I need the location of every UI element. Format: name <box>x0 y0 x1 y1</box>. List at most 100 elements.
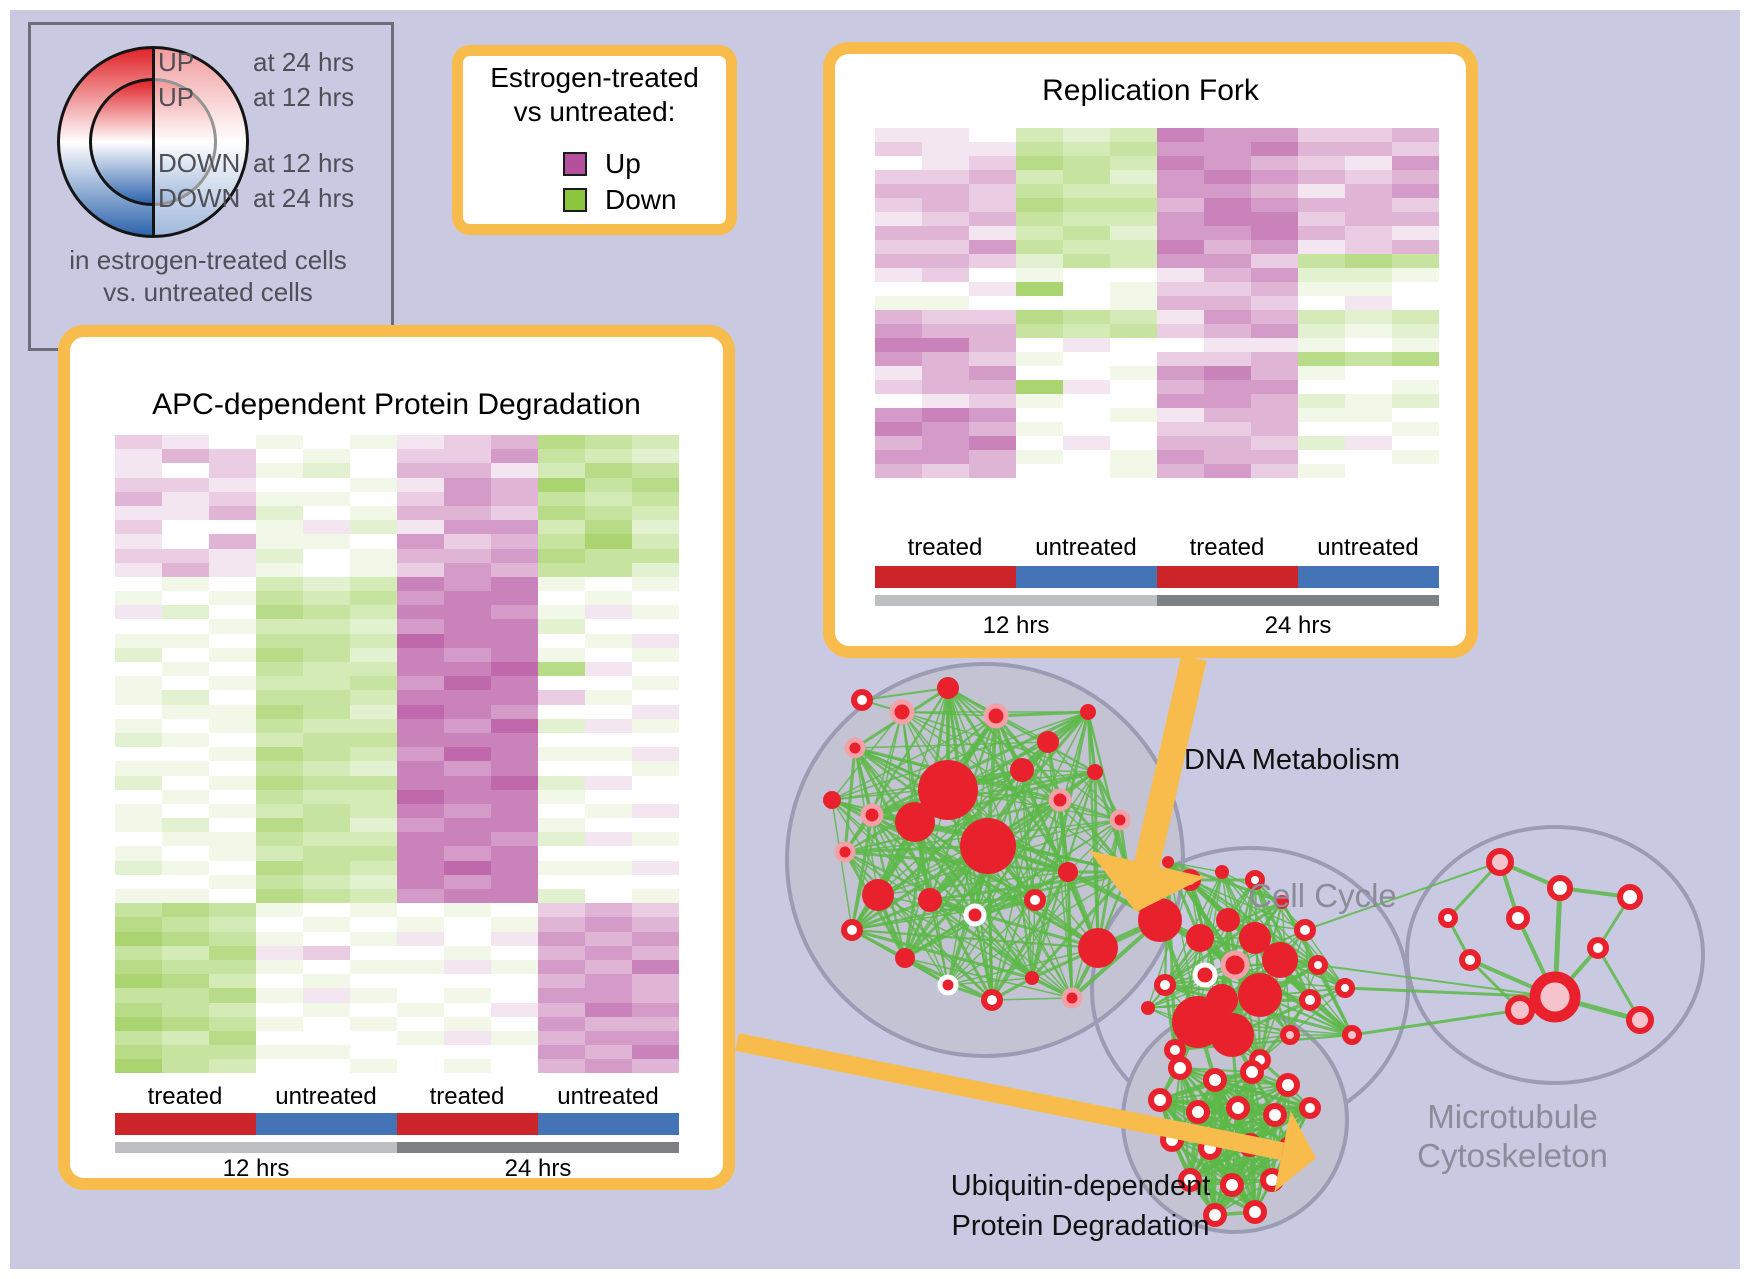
heatmap-row <box>115 789 679 804</box>
legend-up12-time: at 12 hrs <box>253 82 355 112</box>
legend-up24-dir: UP <box>158 47 195 77</box>
heatmap-row <box>875 324 1439 338</box>
apc-group-label-1: treated <box>147 1083 223 1110</box>
apc-untreated-bar-24 <box>538 1113 679 1135</box>
rf-group-label-3: treated <box>1189 534 1265 561</box>
rf-group-label-2: untreated <box>1035 534 1137 561</box>
heatmap-row <box>115 633 679 648</box>
heatmap-row <box>115 903 679 918</box>
heatmap-row <box>875 352 1439 366</box>
heatmap-row <box>875 408 1439 422</box>
apc-group-label-2: untreated <box>275 1083 377 1110</box>
apc-treated-bar-12 <box>115 1113 256 1135</box>
rf-untreated-bar-24 <box>1298 566 1439 588</box>
heatmap-row <box>875 338 1439 352</box>
heatmap-row <box>115 1002 679 1017</box>
ubiquitin-label-line1: Ubiquitin-dependent <box>950 1170 1211 1202</box>
cell-cycle-label: Cell Cycle <box>1248 877 1397 914</box>
legend-up24-time: at 24 hrs <box>253 47 355 77</box>
replication-fork-title: Replication Fork <box>1042 74 1259 107</box>
heatmap-row <box>875 394 1439 408</box>
legend-caption-line1: in estrogen-treated cells <box>69 245 347 275</box>
up-color-swatch <box>563 152 587 176</box>
heatmap-row <box>115 562 679 577</box>
heatmap-row <box>875 156 1439 170</box>
heatmap-row <box>875 184 1439 198</box>
rf-treated-bar-12 <box>875 566 1016 588</box>
heatmap-row <box>115 860 679 875</box>
heatmap-row <box>875 268 1439 282</box>
apc-12hrs-label: 12 hrs <box>222 1155 290 1182</box>
heatmap-row <box>115 605 679 620</box>
dna-metabolism-label: DNA Metabolism <box>1184 744 1400 776</box>
legend-down24-dir: DOWN <box>158 183 241 213</box>
down-color-swatch <box>563 188 587 212</box>
rf-treated-bar-24 <box>1157 566 1298 588</box>
apc-untreated-bar-12 <box>256 1113 397 1135</box>
heatmap-row <box>875 212 1439 226</box>
heatmap-row <box>115 690 679 705</box>
ubiquitin-label-line2: Protein Degradation <box>951 1210 1210 1242</box>
heatmap-row <box>115 846 679 861</box>
heatmap-row <box>875 436 1439 450</box>
heatmap-row <box>115 761 679 776</box>
heatmap-row <box>875 254 1439 268</box>
heatmap-row <box>115 959 679 975</box>
up-label: Up <box>605 148 641 179</box>
apc-heatmap <box>115 435 679 1074</box>
heatmap-row <box>115 505 679 521</box>
heatmap-row <box>115 548 679 563</box>
legend-down24-time: at 24 hrs <box>253 183 355 213</box>
down-label: Down <box>605 184 677 215</box>
heatmap-row <box>115 832 679 847</box>
apc-treated-bar-24 <box>397 1113 538 1135</box>
heatmap-row <box>115 435 679 450</box>
heatmap-row <box>875 310 1439 324</box>
heatmap-row <box>875 240 1439 254</box>
heatmap-row <box>115 576 679 592</box>
rf-24hrs-bar <box>1157 595 1439 606</box>
heatmap-row <box>875 282 1439 296</box>
estrogen-legend-box <box>452 45 737 235</box>
heatmap-row <box>875 464 1439 478</box>
microtubule-label-line1: Microtubule <box>1427 1098 1598 1135</box>
heatmap-row <box>875 198 1439 212</box>
heatmap-row <box>115 534 679 549</box>
heatmap-row <box>875 450 1439 464</box>
heatmap-row <box>115 491 679 506</box>
estrogen-legend-title-line1: Estrogen-treated <box>490 62 699 93</box>
heatmap-row <box>115 718 679 733</box>
heatmap-row <box>115 732 679 748</box>
rf-untreated-bar-12 <box>1016 566 1157 588</box>
heatmap-row <box>875 170 1439 184</box>
heatmap-row <box>115 449 679 464</box>
legend-down12-time: at 12 hrs <box>253 148 355 178</box>
heatmap-row <box>115 917 679 932</box>
legend-caption-line2: vs. untreated cells <box>103 277 313 307</box>
replication-fork-heatmap <box>875 128 1439 478</box>
legend-up12-dir: UP <box>158 82 195 112</box>
heatmap-row <box>875 366 1439 380</box>
updown-gradient-circle <box>57 46 249 238</box>
heatmap-row <box>115 1045 679 1060</box>
heatmap-row <box>875 142 1439 156</box>
apc-group-label-4: untreated <box>557 1083 659 1110</box>
heatmap-row <box>875 380 1439 394</box>
heatmap-row <box>115 803 679 819</box>
heatmap-row <box>115 463 679 478</box>
gradient-divider-line <box>152 49 155 235</box>
heatmap-row <box>115 477 679 492</box>
heatmap-row <box>115 662 679 677</box>
rf-12hrs-bar <box>875 595 1157 606</box>
heatmap-row <box>115 619 679 634</box>
heatmap-row <box>115 1030 679 1046</box>
heatmap-row <box>115 520 679 535</box>
heatmap-row <box>115 1016 679 1031</box>
apc-12hrs-bar <box>115 1142 397 1153</box>
gradient-fade-overlay <box>153 49 246 235</box>
rf-24hrs-label: 24 hrs <box>1264 612 1332 639</box>
heatmap-row <box>115 889 679 904</box>
apc-title: APC-dependent Protein Degradation <box>152 388 641 421</box>
heatmap-row <box>115 818 679 833</box>
